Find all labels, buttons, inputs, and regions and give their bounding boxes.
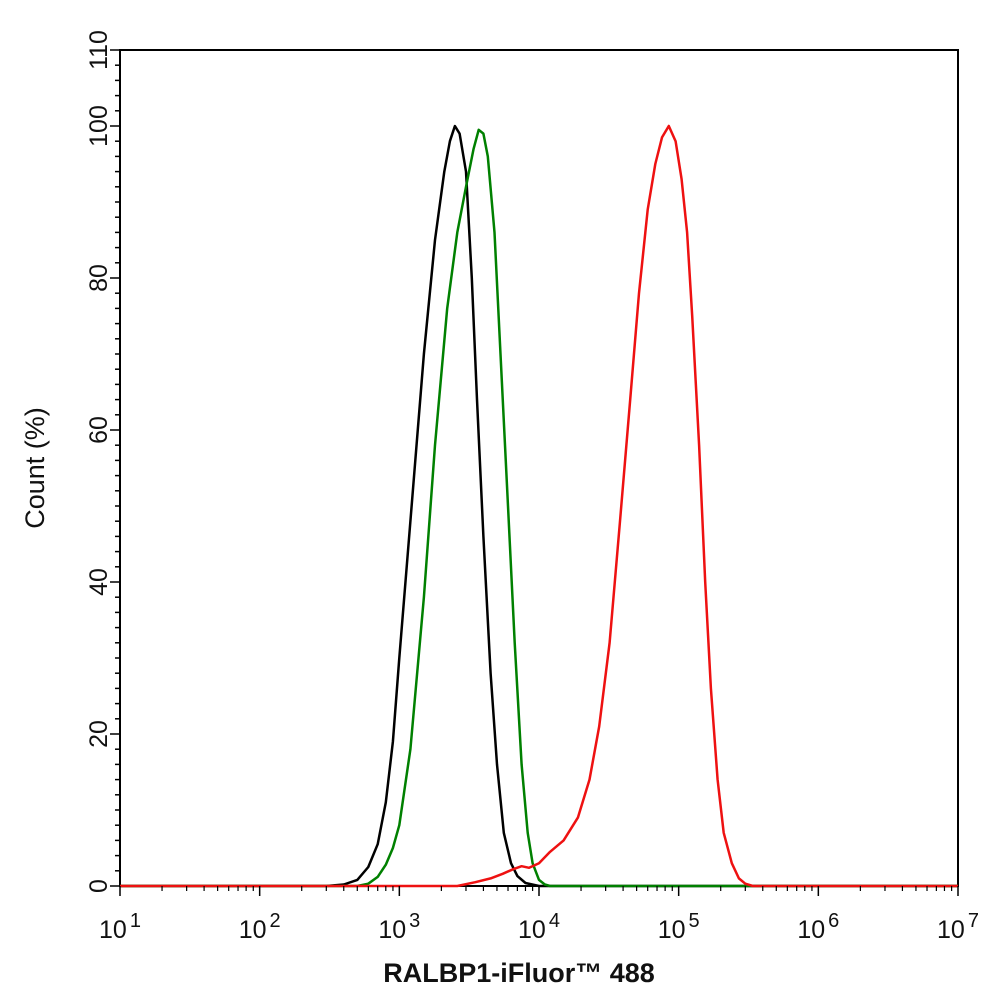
y-tick-label: 100 xyxy=(85,105,113,147)
y-axis-title: Count (%) xyxy=(20,407,50,529)
x-tick-label: 10 3 xyxy=(378,910,420,944)
x-tick-label: 10 5 xyxy=(658,910,700,944)
y-tick-label: 40 xyxy=(85,568,113,596)
x-tick-label: 10 2 xyxy=(239,910,281,944)
x-tick-label: 10 7 xyxy=(937,910,979,944)
histogram-curve-1 xyxy=(120,124,958,888)
y-axis: 0 20 40 60 80 100 110 xyxy=(85,30,120,893)
histogram-curve-2 xyxy=(120,128,958,888)
plot-frame xyxy=(119,49,959,887)
x-tick-label: 10 6 xyxy=(797,910,839,944)
y-tick-label: 60 xyxy=(85,416,113,444)
series-layer xyxy=(120,124,958,888)
x-tick-label: 10 4 xyxy=(518,910,560,944)
y-tick-label: 0 xyxy=(85,879,113,893)
y-tick-label: 20 xyxy=(85,720,113,748)
x-tick-label: 10 1 xyxy=(99,910,141,944)
y-tick-label: 110 xyxy=(85,30,113,70)
x-axis-title: RALBP1-iFluor™ 488 xyxy=(383,958,655,988)
x-axis: 10 1 10 2 10 3 10 4 10 5 10 6 10 7 xyxy=(99,886,979,944)
histogram-curve-3 xyxy=(120,124,958,888)
y-tick-label: 80 xyxy=(85,264,113,292)
